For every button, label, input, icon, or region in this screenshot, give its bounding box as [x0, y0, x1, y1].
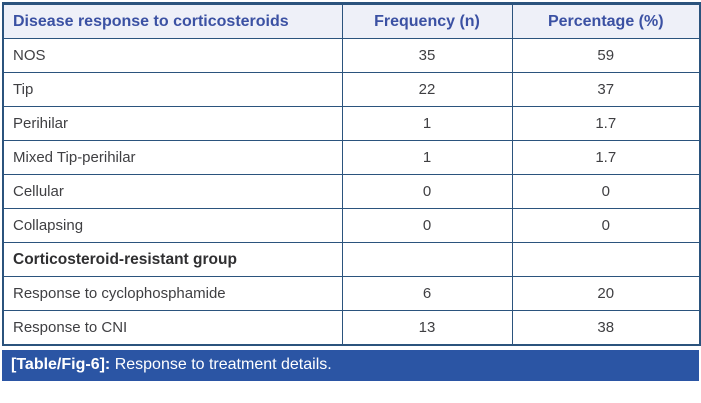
percentage-cell: 1.7 — [511, 140, 701, 175]
table-row: Mixed Tip-perihilar 1 1.7 — [2, 140, 701, 175]
percentage-cell: 59 — [511, 38, 701, 73]
column-header-percentage: Percentage (%) — [511, 3, 701, 39]
row-label-cell: NOS — [2, 38, 343, 73]
frequency-cell: 0 — [341, 208, 513, 243]
percentage-cell: 20 — [511, 276, 701, 311]
response-to-treatment-table: Disease response to corticosteroids Freq… — [2, 2, 701, 346]
row-label-cell: Cellular — [2, 174, 343, 209]
table-row: Collapsing 0 0 — [2, 208, 701, 243]
frequency-cell — [341, 242, 513, 277]
frequency-cell: 6 — [341, 276, 513, 311]
percentage-cell: 0 — [511, 208, 701, 243]
row-label-cell: Collapsing — [2, 208, 343, 243]
percentage-cell: 0 — [511, 174, 701, 209]
frequency-cell: 0 — [341, 174, 513, 209]
figure-caption-bar: [Table/Fig-6]: Response to treatment det… — [2, 349, 699, 381]
caption-text: Response to treatment details. — [110, 356, 332, 373]
frequency-cell: 35 — [341, 38, 513, 73]
header-row: Disease response to corticosteroids Freq… — [2, 3, 701, 39]
group-header-row: Corticosteroid-resistant group — [2, 242, 701, 277]
row-label-cell: Tip — [2, 72, 343, 107]
row-label-cell: Perihilar — [2, 106, 343, 141]
caption-label: [Table/Fig-6]: — [11, 356, 111, 373]
column-header-frequency: Frequency (n) — [341, 3, 513, 39]
table-row: Tip 22 37 — [2, 72, 701, 107]
percentage-cell: 37 — [511, 72, 701, 107]
table-row: Response to cyclophosphamide 6 20 — [2, 276, 701, 311]
frequency-cell: 1 — [341, 106, 513, 141]
frequency-cell: 13 — [341, 310, 513, 345]
column-header-disease-response: Disease response to corticosteroids — [2, 3, 343, 39]
percentage-cell: 38 — [511, 310, 701, 345]
table-row: Cellular 0 0 — [2, 174, 701, 209]
percentage-cell: 1.7 — [511, 106, 701, 141]
table-row: NOS 35 59 — [2, 38, 701, 73]
frequency-cell: 1 — [341, 140, 513, 175]
frequency-cell: 22 — [341, 72, 513, 107]
table-row: Perihilar 1 1.7 — [2, 106, 701, 141]
row-label-cell: Mixed Tip-perihilar — [2, 140, 343, 175]
row-label-cell: Response to CNI — [2, 310, 343, 345]
row-label-cell: Corticosteroid-resistant group — [2, 242, 343, 277]
row-label-cell: Response to cyclophosphamide — [2, 276, 343, 311]
percentage-cell — [511, 242, 701, 277]
table-row: Response to CNI 13 38 — [2, 310, 701, 345]
